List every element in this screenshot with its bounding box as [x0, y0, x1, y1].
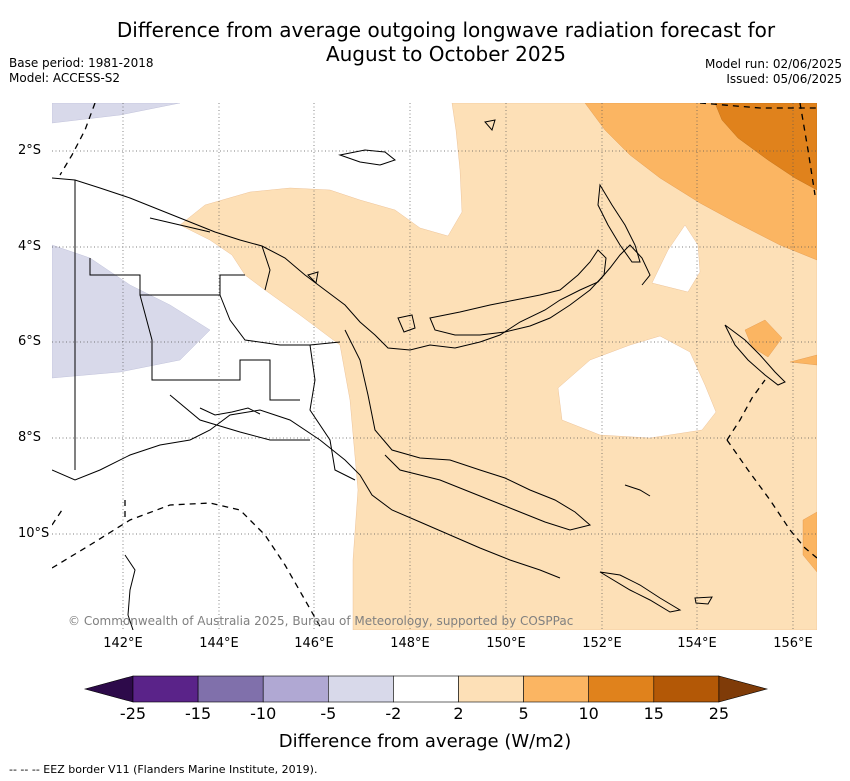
colorbar-tick-6: 5 [518, 704, 529, 723]
eez-southwest [52, 502, 323, 630]
boundary-north [149, 217, 211, 233]
title-line-2: August to October 2025 [325, 42, 567, 66]
anomaly-5-10-patch-east [744, 319, 783, 358]
boundary-west-2 [139, 294, 300, 401]
colorbar-segment-1 [132, 675, 199, 703]
eez-west-south [52, 509, 63, 526]
eez-east-lower [726, 379, 766, 441]
colorbar-tick-9: 25 [708, 704, 730, 723]
eez-southeast [726, 439, 817, 559]
gridlines [52, 103, 817, 630]
boundary-central-1 [219, 294, 341, 346]
coast-new-britain [429, 249, 607, 336]
anomaly-2-5-main [179, 103, 817, 630]
colorbar-tick-2: -10 [250, 704, 277, 723]
colorbar-segment-7 [523, 675, 589, 703]
lat-label-0: 2°S [18, 143, 42, 158]
colorbar-segment-2 [197, 675, 264, 703]
eez-east-top [799, 103, 816, 196]
anomaly-5-10-patch-edge [789, 354, 817, 366]
title-line-1: Difference from average outgoing longwav… [116, 18, 776, 42]
coast-island-small-3 [307, 271, 319, 285]
admin-boundaries [74, 180, 356, 481]
colorbar-tick-5: 2 [453, 704, 464, 723]
anomaly-5-10-southeast [802, 511, 817, 573]
base-period: Base period: 1981-2018 [9, 56, 154, 70]
colorbar-segment-4 [327, 675, 394, 703]
lat-label-4: 10°S [18, 526, 50, 541]
eez-borders [52, 103, 817, 630]
issued-date: Issued: 05/06/2025 [726, 72, 842, 86]
coast-island-small-2 [397, 314, 416, 333]
colorbar-segment-8 [588, 675, 655, 703]
coast-new-guinea-north [52, 177, 651, 351]
copyright-text: © Commonwealth of Australia 2025, Bureau… [68, 614, 574, 628]
eez-west-north [59, 103, 96, 176]
colorbar-title: Difference from average (W/m2) [278, 731, 572, 752]
model-run: Model run: 02/06/2025 [704, 57, 842, 71]
coast-new-ireland [597, 183, 641, 263]
colorbar-tick-0: -25 [119, 704, 147, 723]
lon-label-4: 150°E [486, 636, 526, 651]
meta-right: Model run: 02/06/2025 Issued: 05/06/2025 [705, 57, 842, 87]
lat-label-3: 8°S [18, 430, 42, 445]
lon-label-2: 146°E [294, 636, 334, 651]
boundary-gulf [169, 394, 310, 441]
colorbar-segment-9 [653, 675, 720, 703]
model-name: Model: ACCESS-S2 [9, 71, 121, 85]
colorbar-segment-5 [393, 675, 459, 703]
neutral-patch-east [651, 224, 701, 293]
coast-louisiade [624, 484, 651, 497]
eez-legend-note: -- -- -- EEZ border V11 (Flanders Marine… [9, 763, 318, 776]
meta-left: Base period: 1981-2018 Model: ACCESS-S2 [9, 56, 154, 86]
colorbar-segment-3 [262, 675, 329, 703]
lon-label-6: 154°E [677, 636, 717, 651]
lat-label-2: 6°S [18, 334, 42, 349]
coast-torres-strait [124, 554, 136, 630]
coast-bougainville [724, 324, 786, 386]
boundary-central-2 [309, 344, 356, 481]
colorbar-tick-7: 10 [578, 704, 599, 723]
lat-label-1: 4°S [18, 239, 42, 254]
coast-strickland-river [199, 407, 261, 416]
anomaly-10-15-northeast [714, 103, 817, 191]
coastlines [52, 119, 786, 630]
coast-papuan-peninsula [344, 329, 592, 531]
coast-manus [338, 149, 397, 166]
colorbar-arrow-high [718, 675, 769, 703]
lon-label-5: 152°E [582, 636, 622, 651]
lon-label-7: 156°E [773, 636, 813, 651]
coast-island-small-1 [484, 119, 496, 132]
colorbar-arrow-low [83, 675, 134, 703]
lon-label-0: 142°E [103, 636, 143, 651]
colorbar-segment-6 [458, 675, 524, 703]
map-title: Difference from average outgoing longwav… [90, 18, 802, 66]
colorbar-tick-1: -15 [185, 704, 212, 723]
colorbar [83, 675, 769, 703]
colorbar-tick-3: -5 [320, 704, 337, 723]
lon-label-3: 148°E [390, 636, 430, 651]
map-area [52, 103, 817, 630]
boundary-ne [261, 245, 271, 291]
coast-islands-south [599, 571, 682, 613]
coast-new-guinea-south [52, 409, 561, 579]
colorbar-tick-8: 15 [643, 704, 664, 723]
anomaly-neg-north [52, 103, 181, 124]
lon-label-1: 144°E [199, 636, 239, 651]
coast-island-south-2 [694, 596, 713, 605]
colorbar-tick-4: -2 [385, 704, 402, 723]
eez-north-east [699, 103, 817, 109]
neutral-patch-south [557, 335, 717, 439]
